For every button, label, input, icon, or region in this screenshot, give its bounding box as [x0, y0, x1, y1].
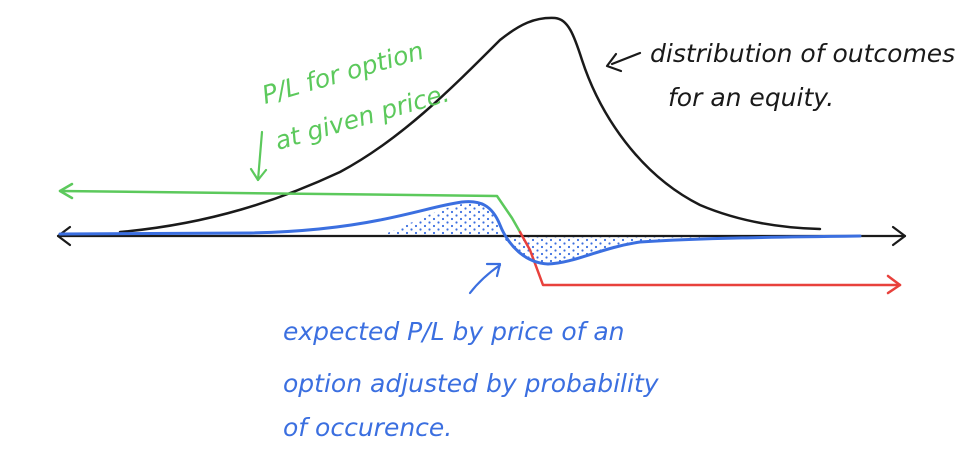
expected-pl-label-line1: expected P/L by price of an	[283, 317, 625, 346]
expected-pl-label-line3: of occurence.	[283, 413, 452, 442]
axis-right-arrowhead	[891, 225, 907, 247]
axis-left-arrowhead	[56, 225, 72, 247]
downside-payoff-arrowhead	[886, 274, 902, 295]
distribution-label-line1: distribution of outcomes	[650, 39, 955, 68]
downside-payoff-line	[518, 230, 902, 287]
distribution-pointer-arrow	[610, 51, 642, 66]
expected-pl-curve	[58, 200, 862, 266]
option-payoff-line	[58, 189, 522, 234]
distribution-label-line2: for an equity.	[668, 83, 834, 112]
expected-pl-pointer-arrowhead	[485, 262, 502, 278]
option-payoff-pointer-arrowhead	[249, 167, 268, 182]
expected-pl-pointer-arrow	[468, 263, 502, 295]
expected-pl-label-line2: option adjusted by probability	[283, 369, 660, 398]
distribution-curve	[118, 16, 822, 234]
expected-gain-shading	[380, 203, 503, 236]
distribution-pointer-arrowhead	[605, 52, 623, 73]
option-payoff-pointer-arrow	[256, 130, 264, 182]
option-payoff-left-arrowhead	[58, 182, 74, 200]
